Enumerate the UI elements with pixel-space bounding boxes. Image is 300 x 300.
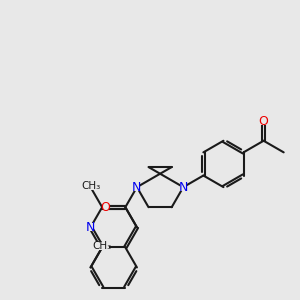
Bar — [134, 183, 140, 191]
Text: O: O — [101, 201, 111, 214]
Bar — [103, 203, 109, 212]
Bar — [95, 242, 109, 250]
Bar — [260, 117, 267, 125]
Bar — [84, 182, 98, 190]
Bar — [87, 223, 94, 231]
Text: O: O — [259, 115, 269, 128]
Text: CH₃: CH₃ — [81, 181, 100, 190]
Text: N: N — [132, 181, 142, 194]
Text: CH₃: CH₃ — [92, 241, 112, 251]
Text: N: N — [178, 181, 188, 194]
Bar — [180, 183, 186, 191]
Text: N: N — [86, 221, 95, 234]
